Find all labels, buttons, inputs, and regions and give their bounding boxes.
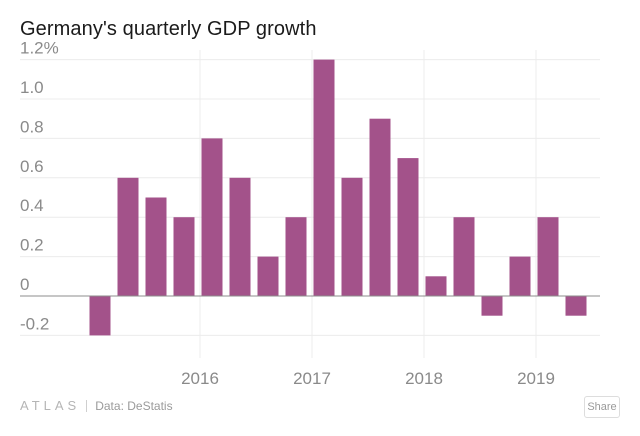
bar xyxy=(173,217,195,296)
bar xyxy=(313,59,335,296)
share-button[interactable]: Share xyxy=(584,396,620,418)
footer-divider xyxy=(86,399,88,412)
y-tick-label: 1.0 xyxy=(20,78,44,97)
x-tick-label: 2018 xyxy=(405,369,443,388)
chart-footer: ATLAS Data: DeStatis xyxy=(20,398,173,413)
bar xyxy=(537,217,559,296)
bar xyxy=(453,217,475,296)
bar xyxy=(425,276,447,296)
x-tick-label: 2016 xyxy=(181,369,219,388)
bar xyxy=(397,158,419,296)
bar xyxy=(285,217,307,296)
bar xyxy=(509,256,531,296)
bar xyxy=(201,138,223,296)
atlas-logo: ATLAS xyxy=(20,398,81,413)
y-tick-label: 0 xyxy=(20,275,29,294)
x-tick-label: 2019 xyxy=(517,369,555,388)
bar xyxy=(257,256,279,296)
y-tick-label: -0.2 xyxy=(20,314,49,333)
y-tick-label: 0.6 xyxy=(20,157,44,176)
data-source: Data: DeStatis xyxy=(95,398,173,413)
y-tick-label: 1.2% xyxy=(20,39,59,58)
bar xyxy=(341,177,363,296)
bar xyxy=(89,296,111,336)
bar xyxy=(481,296,503,316)
bar xyxy=(565,296,587,316)
bar xyxy=(145,197,167,296)
bar-chart: -0.2 0 0.2 0.4 0.6 0.8 1.0 1.2% 2016 2017 2018 2019 xyxy=(20,39,600,388)
bar xyxy=(229,177,251,296)
chart-title: Germany's quarterly GDP growth xyxy=(20,18,317,40)
y-tick-label: 0.4 xyxy=(20,196,44,215)
y-tick-label: 0.2 xyxy=(20,236,44,255)
bar xyxy=(369,118,391,296)
x-tick-label: 2017 xyxy=(293,369,331,388)
y-tick-label: 0.8 xyxy=(20,117,44,136)
bar xyxy=(117,177,139,296)
